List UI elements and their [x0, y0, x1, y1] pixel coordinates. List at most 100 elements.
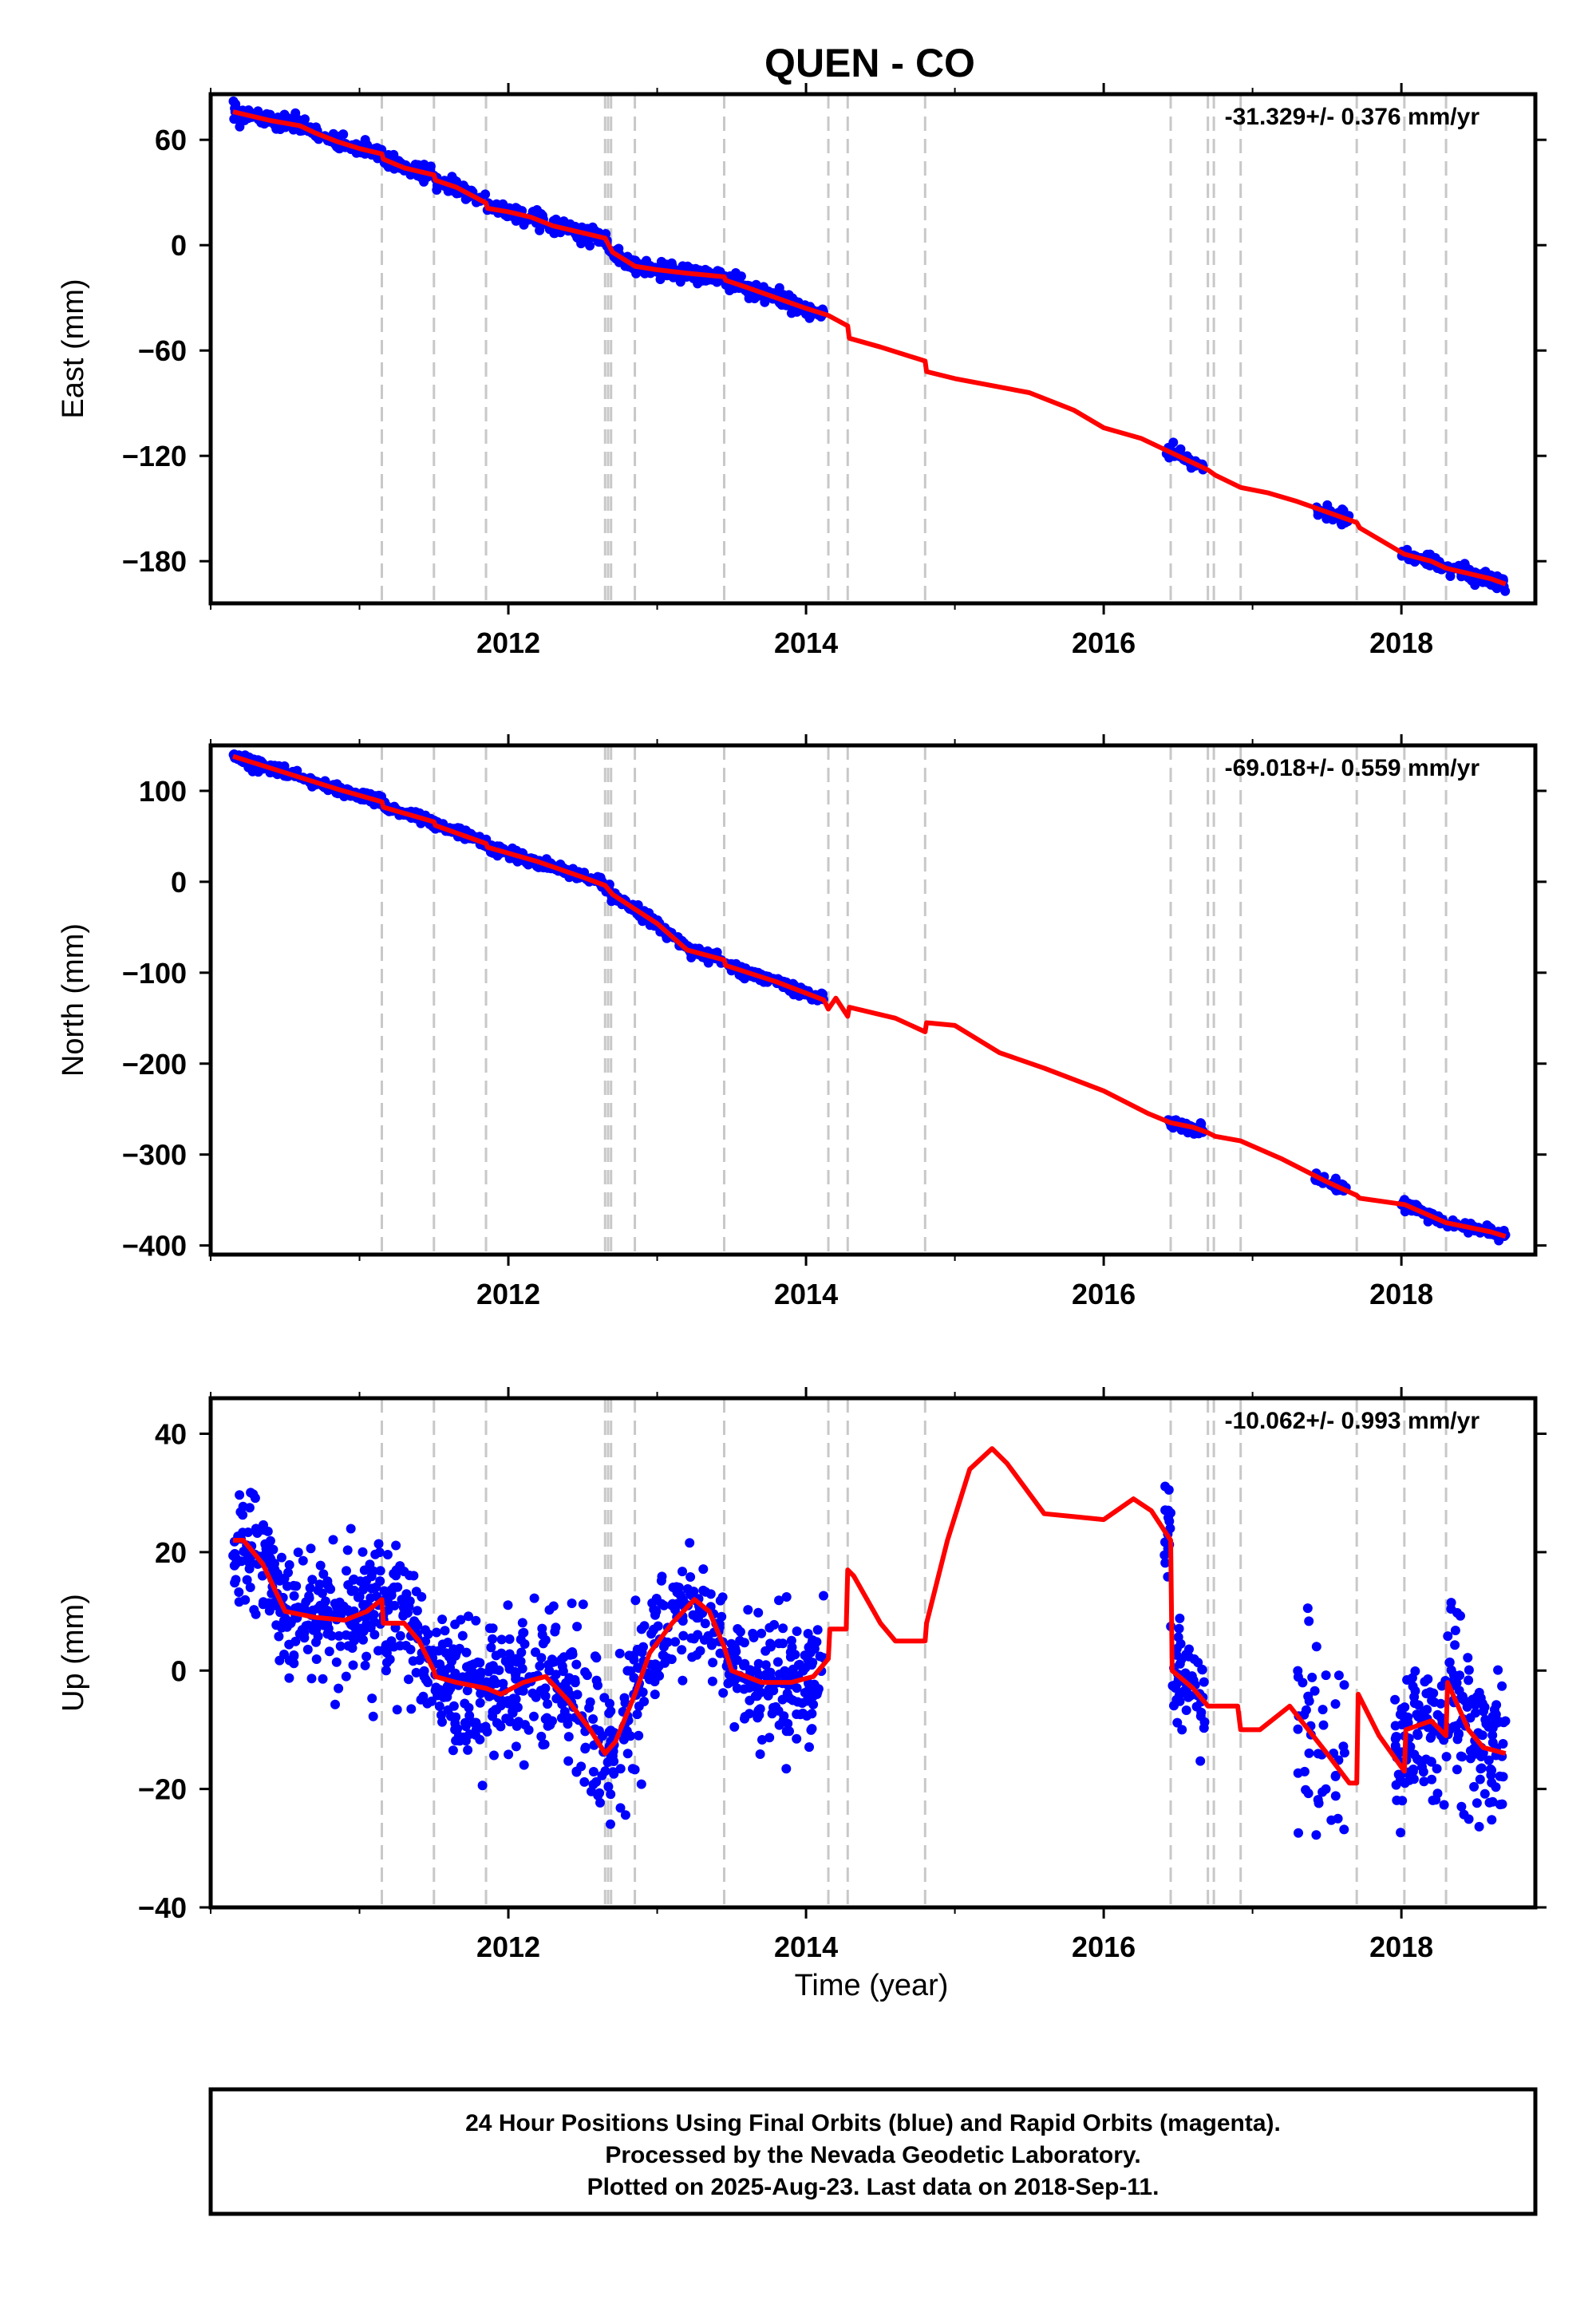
data-point: [279, 1650, 289, 1659]
data-point: [1436, 1681, 1447, 1691]
data-point: [538, 1638, 548, 1649]
data-point: [475, 1697, 485, 1708]
data-point: [361, 1575, 372, 1586]
data-point: [1293, 1768, 1303, 1778]
data-point: [360, 1660, 370, 1670]
data-point: [615, 1764, 626, 1774]
x-tick-label: 2012: [476, 1931, 540, 1963]
y-tick-label: 0: [171, 866, 187, 899]
data-point: [692, 1650, 702, 1660]
data-point: [311, 1654, 322, 1664]
y-tick-label: 100: [139, 775, 187, 808]
data-point: [622, 1749, 633, 1759]
data-point: [806, 310, 816, 321]
data-point: [252, 1528, 263, 1538]
data-point: [540, 1714, 551, 1724]
data-points: [228, 749, 1511, 1246]
data-point: [1471, 1708, 1480, 1718]
data-point: [1303, 1788, 1314, 1799]
data-point: [1477, 1730, 1487, 1741]
data-point: [650, 1677, 660, 1686]
data-point: [462, 1662, 472, 1672]
data-point: [785, 1647, 796, 1658]
data-point: [422, 1698, 433, 1709]
data-point: [765, 1638, 776, 1649]
data-point: [689, 1587, 699, 1597]
data-point: [1199, 1677, 1209, 1687]
data-point: [451, 1712, 461, 1722]
data-point: [630, 1765, 640, 1775]
data-point: [463, 1745, 473, 1755]
data-point: [1330, 1791, 1341, 1801]
data-point: [1304, 1696, 1314, 1706]
data-point: [1400, 1778, 1410, 1788]
data-point: [306, 1674, 317, 1684]
y-tick-label: 20: [155, 1536, 187, 1569]
data-point: [315, 1560, 326, 1571]
data-point: [228, 1551, 239, 1561]
data-point: [768, 1686, 779, 1696]
data-point: [235, 1490, 245, 1500]
data-point: [735, 1626, 745, 1637]
data-point: [706, 1640, 717, 1650]
data-point: [593, 1680, 602, 1690]
data-point: [1453, 1729, 1464, 1740]
data-point: [448, 1745, 458, 1756]
data-point: [1426, 1757, 1436, 1767]
data-point: [346, 1641, 357, 1651]
data-point: [1493, 1665, 1503, 1675]
data-point: [350, 1631, 361, 1641]
caption-line-3: Plotted on 2025-Aug-23. Last data on 201…: [587, 2174, 1159, 2200]
data-point: [1457, 1691, 1468, 1701]
caption-line-1: 24 Hour Positions Using Final Orbits (bl…: [465, 2110, 1281, 2136]
data-point: [395, 1630, 405, 1641]
data-point: [1310, 1686, 1320, 1696]
data-point: [1173, 1632, 1183, 1642]
data-point: [386, 1590, 397, 1600]
data-point: [1418, 1767, 1428, 1777]
east-panel: 2012 2014 2016 2018 60 0 −60 −120 −180 -31.329+/…: [57, 83, 1547, 659]
data-point: [531, 1692, 541, 1702]
data-point: [245, 1583, 255, 1592]
y-tick-label: 40: [155, 1418, 187, 1451]
data-point: [486, 1642, 496, 1653]
data-point: [1317, 1787, 1328, 1797]
data-point: [1160, 1558, 1171, 1568]
data-point: [1304, 1616, 1314, 1626]
data-point: [324, 1646, 334, 1657]
data-point: [1452, 1765, 1462, 1775]
data-point: [603, 1781, 614, 1792]
data-point: [398, 1603, 409, 1613]
data-point: [1400, 1702, 1410, 1713]
data-point: [464, 1611, 473, 1622]
data-point: [807, 1724, 817, 1734]
data-point: [651, 1594, 662, 1603]
data-point: [558, 1666, 568, 1677]
data-point: [792, 1626, 802, 1636]
data-point: [1189, 1654, 1199, 1664]
data-point: [1463, 1653, 1473, 1663]
data-point: [622, 1666, 633, 1676]
data-point: [652, 1667, 662, 1678]
data-point: [544, 1666, 555, 1676]
y-tick-label: −20: [138, 1773, 187, 1806]
data-point: [808, 1699, 819, 1709]
data-point: [406, 1704, 417, 1714]
caption-line-2: Processed by the Nevada Geodetic Laborat…: [605, 2142, 1140, 2168]
data-point: [435, 1659, 445, 1670]
data-point: [781, 1764, 792, 1774]
data-point: [512, 1654, 521, 1664]
x-tick-label: 2014: [774, 1278, 838, 1310]
data-point: [354, 1591, 365, 1602]
data-point: [774, 1720, 784, 1730]
data-point: [1432, 1764, 1442, 1774]
data-point: [653, 1621, 663, 1631]
data-point: [1188, 1675, 1199, 1686]
data-point: [605, 1698, 614, 1709]
data-point: [1177, 1725, 1187, 1735]
data-point: [1339, 1748, 1349, 1758]
data-point: [471, 1615, 481, 1626]
data-point: [708, 1658, 718, 1668]
data-point: [543, 1699, 553, 1709]
